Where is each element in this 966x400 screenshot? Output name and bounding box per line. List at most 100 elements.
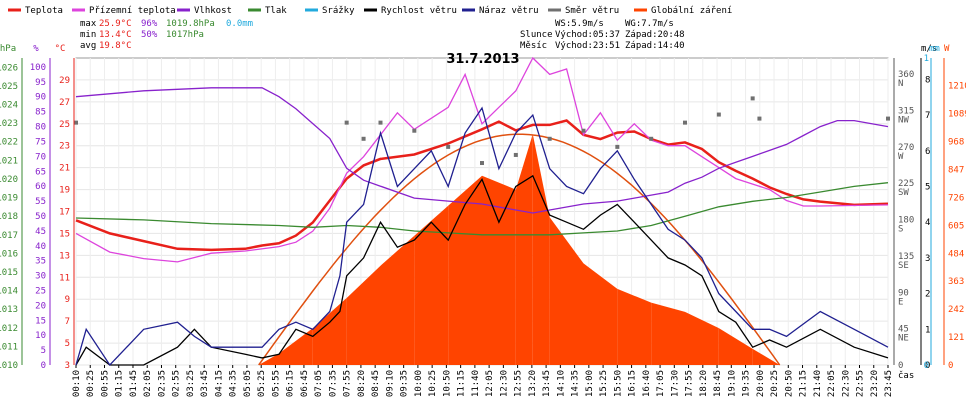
x-tick-label: 22:30 <box>841 370 851 397</box>
tick-label-hPa: 1021 <box>0 156 18 166</box>
tick-label-humidity: 100 <box>30 63 46 73</box>
x-tick-label: 07:35 <box>328 370 338 397</box>
x-tick-label: 04:15 <box>214 370 224 397</box>
series-line-rychlost-větru <box>75 174 889 366</box>
stats-panel: max 25.9°C 96% 1019.8hPa 0.0mm min 13.4°… <box>80 19 253 51</box>
x-tick-label: 12:30 <box>499 370 509 397</box>
moon-set: Západ:14:40 <box>625 41 685 51</box>
tick-label-temp: 13 <box>59 251 70 261</box>
tick-label-W: 363 <box>948 277 964 287</box>
tick-label-temp: 7 <box>65 317 70 327</box>
tick-label-humidity: 50 <box>35 212 46 222</box>
tick-label-ms: 4 <box>925 218 930 228</box>
tick-label-W: 605 <box>948 221 964 231</box>
wind-direction-point <box>615 144 620 149</box>
compass-label: NE <box>898 334 909 344</box>
tick-label-ms: 6 <box>925 147 930 157</box>
tick-label-temp: 11 <box>59 273 70 283</box>
radiation-segment <box>515 134 533 365</box>
radiation-segment <box>617 288 652 365</box>
legend-label: Globální záření <box>651 6 732 16</box>
compass-label: E <box>898 297 903 307</box>
tick-label-wind_dir: 315 <box>898 107 914 117</box>
tick-label-wind_dir: 360 <box>898 70 914 80</box>
tick-label-temp: 23 <box>59 142 70 152</box>
x-tick-label: 07:05 <box>314 370 324 397</box>
tick-label-humidity: 40 <box>35 242 46 252</box>
wind-direction-point <box>716 112 721 117</box>
tick-label-temp: 29 <box>59 76 70 86</box>
tick-label-W: 726 <box>948 193 964 203</box>
x-tick-label: 15:50 <box>613 370 623 397</box>
x-tick-label: 03:45 <box>200 370 210 397</box>
wind-direction-point <box>446 144 451 149</box>
sun-set: Západ:20:48 <box>625 30 685 40</box>
x-tick-label: 13:20 <box>528 370 538 397</box>
compass-label: NW <box>898 116 909 126</box>
x-tick-label: 09:10 <box>385 370 395 397</box>
x-tick-label: 10:25 <box>428 370 438 397</box>
tick-label-humidity: 25 <box>35 286 46 296</box>
x-tick-label: 02:05 <box>143 370 153 397</box>
x-tick-label: 08:20 <box>357 370 367 397</box>
x-tick-label: 08:45 <box>371 370 381 397</box>
tick-label-humidity: 80 <box>35 123 46 133</box>
tick-label-temp: 25 <box>59 120 70 130</box>
tick-label-W: 242 <box>948 305 964 315</box>
x-tick-label: 23:45 <box>884 370 894 397</box>
radiation-segment <box>482 175 516 365</box>
radiation-max-curve <box>258 133 781 366</box>
legend-label: Rychlost větru <box>381 6 457 16</box>
sun-rise: Východ:05:37 <box>555 30 620 40</box>
tick-label-temp: 27 <box>59 98 70 108</box>
tick-label-ms: 8 <box>925 75 930 85</box>
tick-label-humidity: 75 <box>35 137 46 147</box>
x-tick-label: 11:40 <box>471 370 481 397</box>
legend-label: Vlhkost <box>194 6 232 16</box>
x-tick-label: 09:35 <box>400 370 410 397</box>
tick-label-W: 1089 <box>948 110 966 120</box>
legend-label: Směr větru <box>565 6 619 16</box>
series-line-teplota <box>75 119 889 252</box>
compass-label: SW <box>898 188 909 198</box>
tick-label-humidity: 15 <box>35 316 46 326</box>
x-tick-label: 05:55 <box>271 370 281 397</box>
tick-label-wind_dir: 270 <box>898 143 914 153</box>
x-tick-label: 02:55 <box>172 370 182 397</box>
x-tick-label: 19:35 <box>742 370 752 397</box>
x-tick-label: 17:30 <box>670 370 680 397</box>
x-tick-label: 01:45 <box>129 370 139 397</box>
tick-label-hPa: 1017 <box>0 231 18 241</box>
tick-label-hPa: 1013 <box>0 305 18 315</box>
tick-label-ms: 7 <box>925 111 930 121</box>
radiation-segment <box>532 134 550 365</box>
series-line-vlhkost <box>75 87 889 214</box>
tick-label-humidity: 55 <box>35 197 46 207</box>
radiation-segment <box>258 353 279 365</box>
legend: Teplota Přízemní teplota Vlhkost Tlak Srážky… <box>8 6 732 16</box>
x-tick-label: 23:20 <box>870 370 880 397</box>
tick-label-ms: 0 <box>925 361 930 371</box>
tick-label-mm: 0 <box>924 361 929 371</box>
tick-label-wind_dir: 180 <box>898 216 914 226</box>
tick-label-W: 0 <box>948 361 953 371</box>
tick-label-temp: 3 <box>65 361 70 371</box>
wind-direction-point <box>378 120 383 125</box>
x-tick-label: 10:50 <box>442 370 452 397</box>
wind-direction-point <box>344 120 349 125</box>
x-tick-label: 01:15 <box>115 370 125 397</box>
tick-label-humidity: 35 <box>35 257 46 267</box>
tick-label-ms: 3 <box>925 254 930 264</box>
radiation-segment <box>718 328 753 365</box>
x-tick-label: 03:25 <box>186 370 196 397</box>
compass-label: N <box>898 79 903 89</box>
tick-label-ms: 5 <box>925 183 930 193</box>
tick-label-humidity: 85 <box>35 108 46 118</box>
tick-label-wind_dir: 45 <box>898 325 909 335</box>
wind-direction-point <box>649 136 654 141</box>
